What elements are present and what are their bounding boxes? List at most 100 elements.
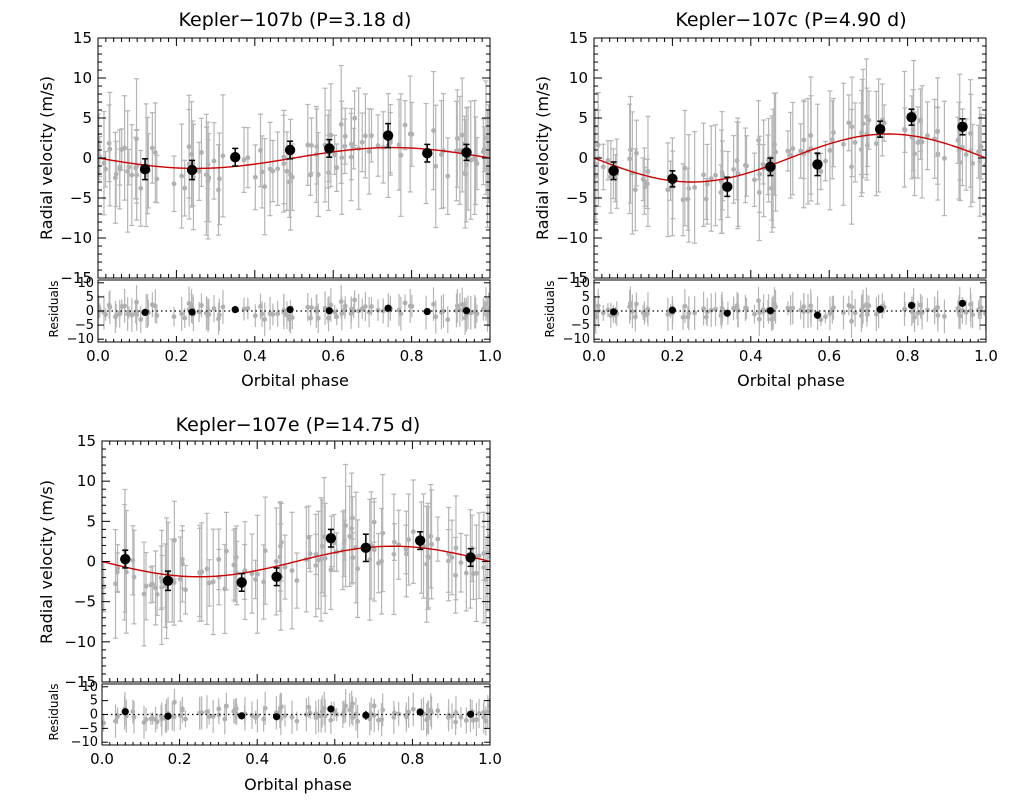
measurement-point (902, 127, 908, 133)
residual-measurement-point (171, 314, 177, 320)
measurement-point (918, 138, 924, 144)
measurement-point (841, 141, 846, 147)
measurement-point (433, 163, 439, 169)
residual-measurement-point (731, 305, 736, 311)
measurement-point (359, 139, 365, 145)
x-tick-label: 1.0 (974, 347, 998, 365)
panel-kepler-107e: Kepler−107e (P=14.75 d) Radial velocity … (37, 414, 502, 794)
binned-point (906, 112, 917, 123)
panel-title: Kepler−107c (P=4.90 d) (675, 9, 906, 31)
residual-measurement-point (398, 311, 404, 317)
x-axis-label: Orbital phase (737, 371, 845, 390)
measurement-point (474, 570, 479, 576)
measurement-point (216, 556, 222, 562)
residual-measurement-point (963, 310, 969, 315)
y-axis-label: Radial velocity (m/s) (37, 76, 56, 240)
measurement-point (259, 169, 265, 175)
residual-measurement-point (752, 311, 757, 317)
y-tick-label: 10 (77, 472, 96, 490)
measurement-point (605, 157, 611, 163)
residual-measurement-point (410, 706, 416, 712)
measurement-point (873, 141, 879, 146)
residual-measurement-point (425, 714, 431, 720)
measurement-point (350, 515, 355, 521)
measurement-point (129, 172, 135, 178)
residual-measurement-point (289, 714, 295, 720)
y-tick-label: 10 (73, 69, 92, 87)
residual-measurement-point (129, 312, 135, 318)
residual-measurement-point (918, 302, 923, 308)
residual-measurement-point (313, 711, 319, 717)
residual-measurement-point (474, 717, 479, 723)
measurement-point (319, 543, 325, 549)
residual-measurement-point (278, 705, 283, 711)
binned-residual-point (467, 710, 475, 718)
residual-measurement-point (350, 701, 355, 707)
residual-measurement-point (252, 313, 258, 319)
y-axis-label: Radial velocity (m/s) (533, 76, 552, 240)
binned-residual-point (813, 311, 822, 319)
measurement-point (224, 548, 229, 554)
measurement-point (387, 140, 393, 146)
binned-residual-point (723, 309, 731, 317)
binned-point (461, 147, 472, 158)
measurement-point (713, 172, 718, 178)
measurement-point (306, 534, 312, 540)
residual-measurement-point (282, 713, 288, 718)
y-tick-label: −10 (60, 229, 92, 247)
measurement-point (348, 154, 354, 160)
binned-point (812, 159, 823, 170)
data-layer (594, 58, 986, 339)
residuals-axis-label: Residuals (47, 684, 61, 741)
residual-measurement-point (431, 301, 436, 307)
measurement-point (278, 543, 283, 549)
x-tick-label: 0.0 (86, 347, 110, 365)
measurement-point (103, 166, 108, 172)
residual-measurement-point (245, 306, 251, 311)
measurement-point (252, 174, 258, 180)
measurement-point (708, 176, 714, 181)
measurement-point (332, 152, 338, 158)
x-tick-label: 0.0 (582, 347, 606, 365)
residual-measurement-point (978, 305, 984, 311)
residual-measurement-point (216, 706, 222, 712)
residual-measurement-point (150, 716, 156, 721)
measurement-point (204, 172, 210, 177)
residual-measurement-point (130, 709, 136, 714)
binned-residual-point (238, 712, 246, 720)
measurement-point (107, 146, 113, 152)
residual-measurement-point (352, 297, 357, 303)
measurement-point (703, 196, 709, 202)
residual-measurement-point (391, 710, 397, 716)
binned-residual-point (610, 308, 618, 316)
binned-point (667, 173, 678, 184)
x-tick-label: 1.0 (478, 347, 502, 365)
model-curve (102, 545, 490, 578)
residual-measurement-point (371, 703, 377, 709)
y-tick-label: 15 (569, 29, 588, 47)
residual-measurement-point (172, 699, 177, 705)
residual-measurement-point (823, 314, 828, 320)
measurement-point (396, 142, 402, 148)
residual-measurement-point (114, 714, 120, 720)
measurement-point (641, 178, 647, 184)
residual-measurement-point (366, 309, 372, 315)
measurement-point (435, 536, 441, 542)
residual-measurement-point (319, 709, 325, 714)
measurement-point (149, 145, 155, 151)
residual-measurement-point (284, 312, 290, 318)
measurement-point (692, 185, 698, 190)
residual-measurement-point (141, 720, 147, 725)
y-tick-label: 5 (82, 109, 92, 127)
residual-measurement-point (463, 718, 469, 723)
binned-point (722, 181, 733, 192)
measurement-point (790, 146, 796, 152)
residual-measurement-point (376, 717, 381, 723)
residual-measurement-point (805, 308, 811, 314)
residual-measurement-point (968, 302, 973, 307)
measurement-point (172, 537, 177, 543)
binned-point (608, 165, 619, 176)
residual-y-tick-label: −10 (67, 332, 94, 347)
